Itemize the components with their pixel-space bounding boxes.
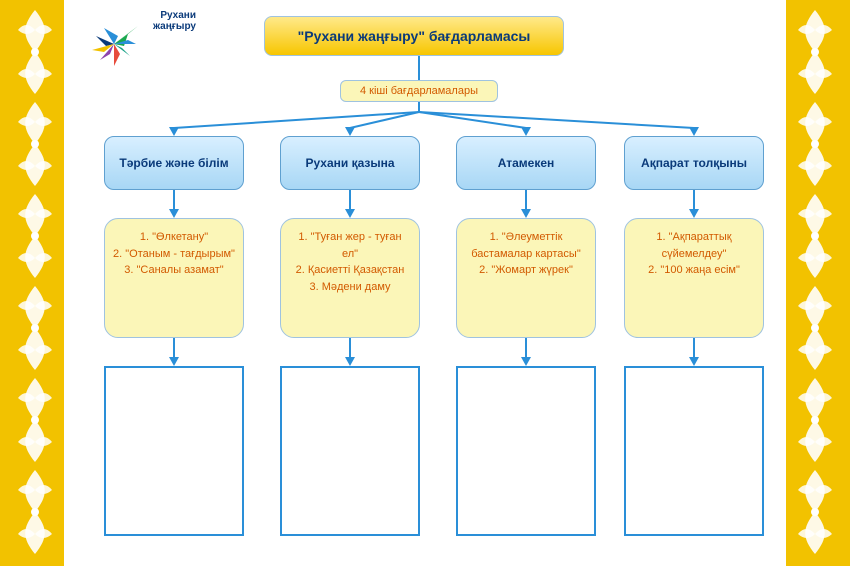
connector bbox=[525, 190, 527, 210]
empty-box-4 bbox=[624, 366, 764, 536]
items-text-2: 1. "Туған жер - туған ел" 2. Қасиетті Қа… bbox=[289, 229, 411, 295]
items-box-4: 1. "Ақпараттық сүйемелдеу" 2. "100 жаңа … bbox=[624, 218, 764, 338]
connector bbox=[349, 190, 351, 210]
arrow-head-icon bbox=[689, 357, 699, 366]
branch-box-3: Атамекен bbox=[456, 136, 596, 190]
empty-box-3 bbox=[456, 366, 596, 536]
border-right bbox=[786, 0, 850, 566]
arrow-head-icon bbox=[169, 209, 179, 218]
diagram-canvas: Рухани жаңғыру "Рухани жаңғыру" бағдарла… bbox=[64, 0, 786, 566]
subtitle-text: 4 кіші бағдарламалары bbox=[360, 85, 478, 97]
connector bbox=[173, 190, 175, 210]
subtitle-box: 4 кіші бағдарламалары bbox=[340, 80, 498, 102]
branch-label-1: Тәрбие және білім bbox=[119, 156, 228, 170]
logo-line1: Рухани bbox=[160, 10, 196, 21]
title-text: "Рухани жаңғыру" бағдарламасы bbox=[298, 28, 531, 44]
logo-text: Рухани жаңғыру bbox=[153, 10, 196, 32]
connector bbox=[349, 338, 351, 358]
arrow-head-icon bbox=[689, 209, 699, 218]
branch-box-2: Рухани қазына bbox=[280, 136, 420, 190]
arrow-head-icon bbox=[345, 357, 355, 366]
arrow-head-icon bbox=[345, 209, 355, 218]
branch-box-4: Ақпарат толқыны bbox=[624, 136, 764, 190]
empty-box-2 bbox=[280, 366, 420, 536]
arrow-head-icon bbox=[521, 357, 531, 366]
logo: Рухани жаңғыру bbox=[76, 10, 196, 80]
connector bbox=[693, 190, 695, 210]
logo-line2: жаңғыру bbox=[153, 21, 196, 32]
branch-box-1: Тәрбие және білім bbox=[104, 136, 244, 190]
connector bbox=[525, 338, 527, 358]
ornament-left bbox=[12, 6, 58, 560]
connector bbox=[173, 338, 175, 358]
fanout bbox=[64, 102, 786, 136]
items-text-1: 1. "Өлкетану" 2. "Отаным - тағдырым" 3. … bbox=[113, 229, 235, 279]
bird-icon bbox=[76, 18, 156, 78]
connector bbox=[693, 338, 695, 358]
title-box: "Рухани жаңғыру" бағдарламасы bbox=[264, 16, 564, 56]
arrow-head-icon bbox=[521, 209, 531, 218]
items-box-2: 1. "Туған жер - туған ел" 2. Қасиетті Қа… bbox=[280, 218, 420, 338]
items-box-1: 1. "Өлкетану" 2. "Отаным - тағдырым" 3. … bbox=[104, 218, 244, 338]
items-box-3: 1. "Әлеуметтік бастамалар картасы" 2. "Ж… bbox=[456, 218, 596, 338]
items-text-4: 1. "Ақпараттық сүйемелдеу" 2. "100 жаңа … bbox=[633, 229, 755, 279]
items-text-3: 1. "Әлеуметтік бастамалар картасы" 2. "Ж… bbox=[465, 229, 587, 279]
branch-label-2: Рухани қазына bbox=[305, 156, 394, 170]
empty-box-1 bbox=[104, 366, 244, 536]
branch-label-3: Атамекен bbox=[498, 156, 555, 170]
connector bbox=[418, 56, 420, 80]
branch-label-4: Ақпарат толқыны bbox=[641, 156, 747, 170]
ornament-right bbox=[792, 6, 838, 560]
border-left bbox=[0, 0, 64, 566]
arrow-head-icon bbox=[169, 357, 179, 366]
